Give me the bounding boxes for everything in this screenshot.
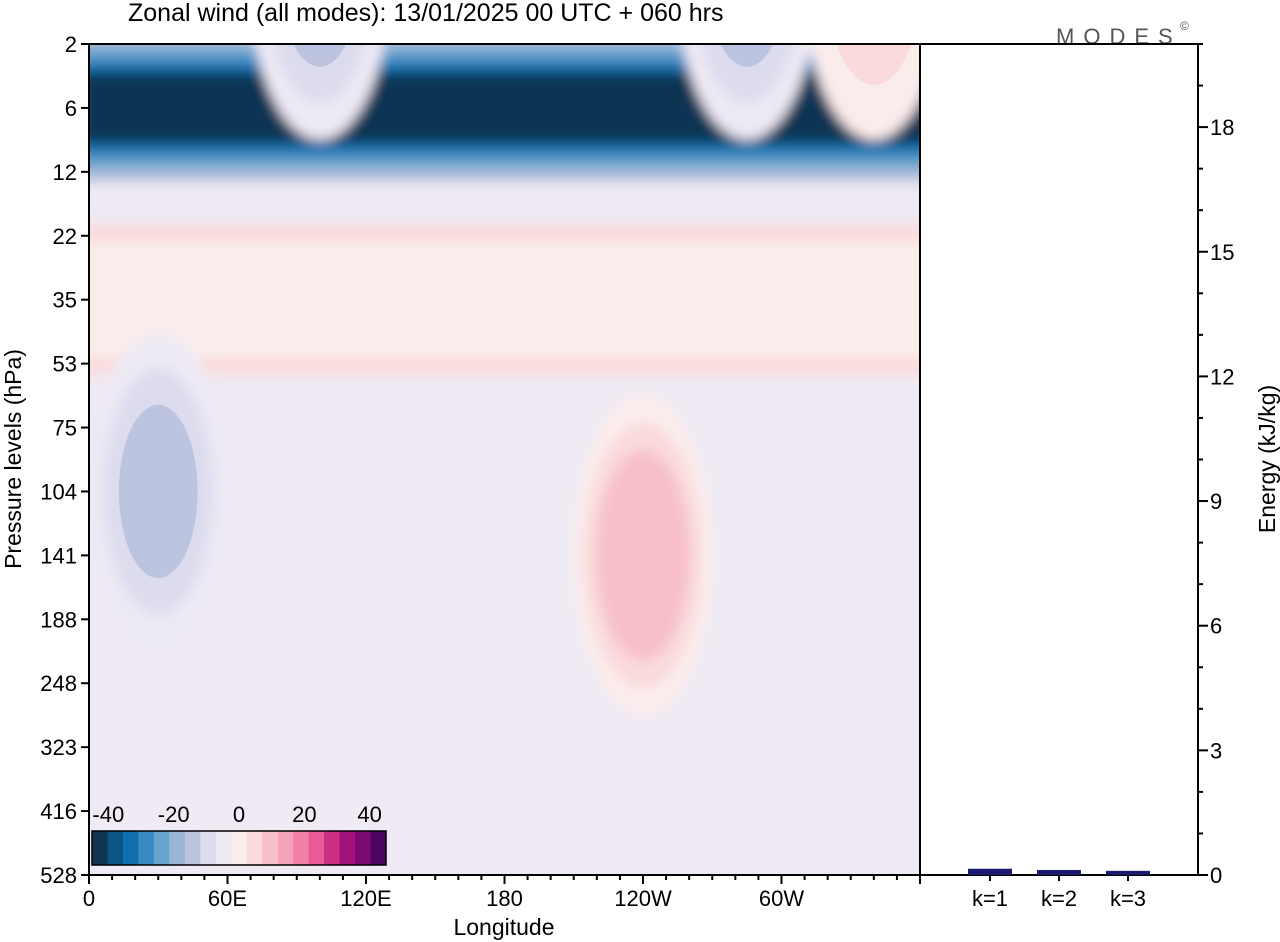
colorbar-label: 20 — [292, 802, 316, 827]
y-tick-label: 416 — [40, 799, 77, 824]
pressure-axis: 2 6 12 22 35 53 75 104 141 188 248 323 416 528 — [40, 32, 89, 888]
colorbar: -40 -20 0 20 40 — [91, 802, 387, 866]
wind-contour-field — [89, 44, 920, 875]
region-cell-3-1 — [273, 44, 367, 104]
y-tick-label: 528 — [40, 863, 77, 888]
energy-bars: k=1 k=2 k=3 — [968, 868, 1150, 911]
energy-tick-label: 15 — [1210, 240, 1234, 265]
y-tick-label: 75 — [53, 416, 77, 441]
colorbar-swatch — [339, 831, 356, 865]
energy-axis: 0 3 6 9 12 15 18 — [1198, 43, 1234, 888]
contour-cores — [118, 44, 912, 633]
colorbar-swatch — [184, 831, 201, 865]
energy-tick-label: 9 — [1210, 489, 1222, 514]
region-cell-6-1 — [836, 44, 912, 86]
energy-axis-label: Energy (kJ/kg) — [1254, 385, 1280, 533]
contour-regions — [89, 44, 920, 716]
region-cell-5-1 — [700, 44, 794, 104]
colorbar-swatch — [231, 831, 248, 865]
y-tick-label: 104 — [40, 479, 77, 504]
colorbar-frame — [91, 830, 387, 866]
colorbar-swatch — [169, 831, 186, 865]
colorbar-swatch — [215, 831, 232, 865]
colorbar-swatch — [92, 831, 108, 865]
y-tick-label: 6 — [65, 96, 77, 121]
colorbar-swatch — [277, 831, 294, 865]
y-tick-label: 188 — [40, 607, 77, 632]
y-axis-label: Pressure levels (hPa) — [0, 349, 26, 569]
colorbar-label: -20 — [158, 802, 190, 827]
bar-category-label: k=1 — [972, 886, 1008, 911]
x-tick-label: 60W — [759, 886, 804, 911]
energy-bar — [1106, 870, 1150, 875]
energy-bar — [1037, 870, 1081, 875]
longitude-axis: 0 60E 120E 180 120W 60W — [83, 875, 921, 911]
bar-category-label: k=2 — [1041, 886, 1077, 911]
region-cell-3-2 — [293, 44, 347, 67]
copyright-mark: © — [1180, 19, 1189, 33]
x-axis-label: Longitude — [453, 914, 554, 940]
region-band-0-5 — [89, 72, 920, 144]
y-tick-label: 2 — [65, 32, 77, 57]
colorbar-swatch — [122, 831, 139, 865]
energy-panel-frame — [919, 43, 1199, 876]
field-background — [89, 44, 920, 875]
y-tick-label: 35 — [53, 288, 77, 313]
x-tick-label: 180 — [486, 886, 523, 911]
energy-bar — [968, 868, 1012, 875]
colorbar-swatch — [293, 831, 310, 865]
energy-tick-label: 12 — [1210, 364, 1234, 389]
energy-tick-label: 0 — [1210, 863, 1222, 888]
colorbar-swatch — [200, 831, 217, 865]
colorbar-swatch — [308, 831, 325, 865]
colorbar-swatch — [153, 831, 170, 865]
energy-tick-label: 6 — [1210, 614, 1222, 639]
colorbar-swatch — [138, 831, 155, 865]
colorbar-swatch — [370, 831, 387, 865]
region-cell-2-2 — [118, 404, 198, 579]
bar-category-label: k=3 — [1110, 886, 1146, 911]
y-tick-label: 323 — [40, 735, 77, 760]
colorbar-label: 40 — [357, 802, 381, 827]
colorbar-label: 0 — [233, 802, 245, 827]
y-tick-label: 248 — [40, 671, 77, 696]
region-cell-5-2 — [720, 44, 774, 67]
region-cell-4-3 — [607, 477, 679, 633]
colorbar-swatch — [355, 831, 372, 865]
y-tick-label: 141 — [40, 543, 77, 568]
colorbar-swatch — [262, 831, 279, 865]
x-tick-label: 120W — [614, 886, 672, 911]
x-tick-label: 60E — [208, 886, 247, 911]
chart-title: Zonal wind (all modes): 13/01/2025 00 UT… — [128, 0, 723, 27]
y-tick-label: 53 — [53, 352, 77, 377]
x-tick-label: 0 — [83, 886, 95, 911]
energy-tick-label: 18 — [1210, 115, 1234, 140]
region-band-1-5 — [89, 264, 920, 336]
colorbar-swatch — [107, 831, 124, 865]
colorbar-swatch — [324, 831, 341, 865]
y-tick-label: 22 — [53, 224, 77, 249]
x-tick-label: 120E — [340, 886, 391, 911]
colorbar-swatch — [246, 831, 263, 865]
y-tick-label: 12 — [53, 160, 77, 185]
colorbar-label: -40 — [92, 802, 124, 827]
energy-tick-label: 3 — [1210, 738, 1222, 763]
